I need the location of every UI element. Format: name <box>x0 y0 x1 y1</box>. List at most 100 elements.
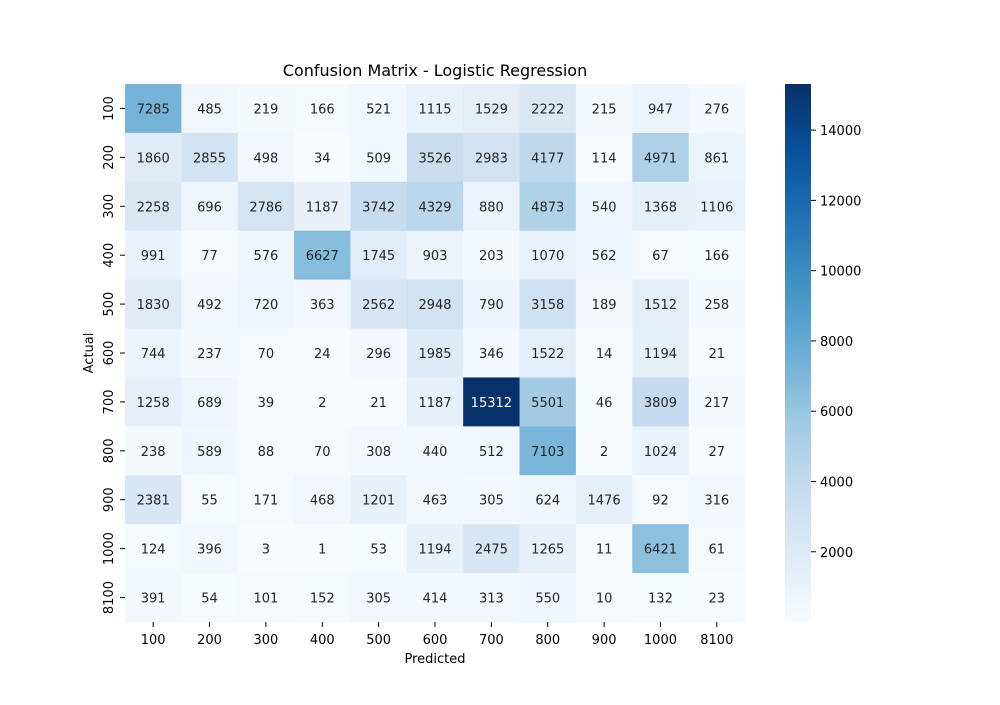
cell-value-label: 2475 <box>475 543 508 558</box>
cell-value-label: 720 <box>253 298 278 313</box>
cell-value-label: 189 <box>592 298 617 313</box>
cell-value-label: 2983 <box>475 151 508 166</box>
cell-value-label: 346 <box>479 347 504 362</box>
heatmap-cell <box>125 84 182 134</box>
cell-value-label: 46 <box>596 396 613 411</box>
cell-value-label: 23 <box>709 592 726 607</box>
cell-value-label: 861 <box>704 151 729 166</box>
cell-value-label: 305 <box>479 494 504 509</box>
heatmap-cell <box>575 426 633 476</box>
heatmap-cell <box>294 328 351 378</box>
cell-value-label: 11 <box>596 543 613 558</box>
cell-value-label: 485 <box>197 102 222 117</box>
heatmap-cell <box>463 328 521 378</box>
heatmap-cell <box>350 279 408 330</box>
heatmap-cell <box>294 573 351 623</box>
cell-value-label: 396 <box>197 543 222 558</box>
heatmap-cell <box>519 230 577 281</box>
cell-value-label: 2562 <box>362 298 395 313</box>
heatmap-cell <box>125 573 182 623</box>
heatmap-cell <box>294 377 351 427</box>
cell-value-label: 744 <box>141 347 166 362</box>
cell-value-label: 696 <box>197 200 222 215</box>
heatmap-cell <box>632 377 690 427</box>
x-tick-label: 100 <box>141 633 166 648</box>
cell-value-label: 316 <box>704 494 729 509</box>
colorbar-tick-label: 8000 <box>820 335 853 350</box>
colorbar-tick-label: 12000 <box>820 194 861 209</box>
heatmap-cell <box>237 524 295 574</box>
heatmap-cell <box>632 573 690 623</box>
cell-value-label: 440 <box>423 445 448 460</box>
cell-value-label: 6627 <box>306 249 339 264</box>
heatmap-cell <box>632 475 690 525</box>
heatmap-cell <box>350 132 408 183</box>
heatmap-cell <box>125 475 182 525</box>
heatmap-cell <box>575 573 633 623</box>
heatmap-cell <box>575 377 633 427</box>
heatmap-cell <box>688 573 746 623</box>
heatmap-cell <box>181 524 239 574</box>
cell-value-label: 492 <box>197 298 222 313</box>
heatmap-cell <box>688 230 746 281</box>
cell-value-label: 1258 <box>137 396 170 411</box>
heatmap-cell <box>237 84 295 134</box>
heatmap-cell <box>350 475 408 525</box>
heatmap-cell <box>350 181 408 232</box>
heatmap-cell <box>406 279 464 330</box>
cell-value-label: 15312 <box>471 396 512 411</box>
x-axis-ticks: 100 200 300 400 500 600 700 800 900 1000 8100 <box>141 622 733 648</box>
cell-value-label: 7285 <box>137 102 170 117</box>
heatmap-cell <box>688 426 746 476</box>
heatmap-cell <box>632 426 690 476</box>
cell-value-label: 1187 <box>306 200 339 215</box>
cell-value-label: 34 <box>314 151 331 166</box>
cell-value-label: 4177 <box>531 151 564 166</box>
cell-value-label: 92 <box>652 494 669 509</box>
cell-value-label: 166 <box>310 102 335 117</box>
heatmap-cell <box>463 426 521 476</box>
colorbar-tick-label: 14000 <box>820 124 861 139</box>
cell-value-label: 1194 <box>418 543 451 558</box>
cell-value-label: 1830 <box>137 298 170 313</box>
cell-value-label: 790 <box>479 298 504 313</box>
cell-value-label: 1194 <box>644 347 677 362</box>
cell-value-label: 689 <box>197 396 222 411</box>
heatmap-cell <box>406 524 464 574</box>
heatmap-cell <box>632 84 690 134</box>
cell-value-label: 2786 <box>249 200 282 215</box>
y-tick-label: 100 <box>102 96 117 121</box>
cell-value-label: 2 <box>318 396 326 411</box>
heatmap-cell <box>463 84 521 134</box>
y-tick-label: 1000 <box>102 532 117 565</box>
cell-value-label: 61 <box>709 543 726 558</box>
heatmap-cell <box>294 84 351 134</box>
cell-value-label: 308 <box>366 445 391 460</box>
colorbar-ticks: 2000 4000 6000 8000 10000 12000 14000 <box>811 124 861 561</box>
heatmap-cell <box>519 377 577 427</box>
cell-value-label: 468 <box>310 494 335 509</box>
cell-value-label: 5501 <box>531 396 564 411</box>
cell-value-label: 237 <box>197 347 222 362</box>
cell-value-label: 2 <box>600 445 608 460</box>
heatmap-cell <box>350 573 408 623</box>
heatmap-cell <box>294 230 351 281</box>
cell-value-label: 4873 <box>531 200 564 215</box>
cell-value-label: 589 <box>197 445 222 460</box>
heatmap-cell <box>181 84 239 134</box>
colorbar <box>785 84 811 622</box>
heatmap-cell <box>463 475 521 525</box>
cell-value-label: 880 <box>479 200 504 215</box>
cell-value-label: 124 <box>141 543 166 558</box>
heatmap-cell <box>237 573 295 623</box>
heatmap-cell <box>350 426 408 476</box>
heatmap-cell <box>181 181 239 232</box>
cell-value-label: 53 <box>370 543 387 558</box>
heatmap-cell <box>632 279 690 330</box>
heatmap-cell <box>125 230 182 281</box>
heatmap-cell <box>575 181 633 232</box>
heatmap-cell <box>519 279 577 330</box>
cell-value-label: 3 <box>262 543 270 558</box>
heatmap-cell <box>294 524 351 574</box>
cell-value-label: 24 <box>314 347 331 362</box>
